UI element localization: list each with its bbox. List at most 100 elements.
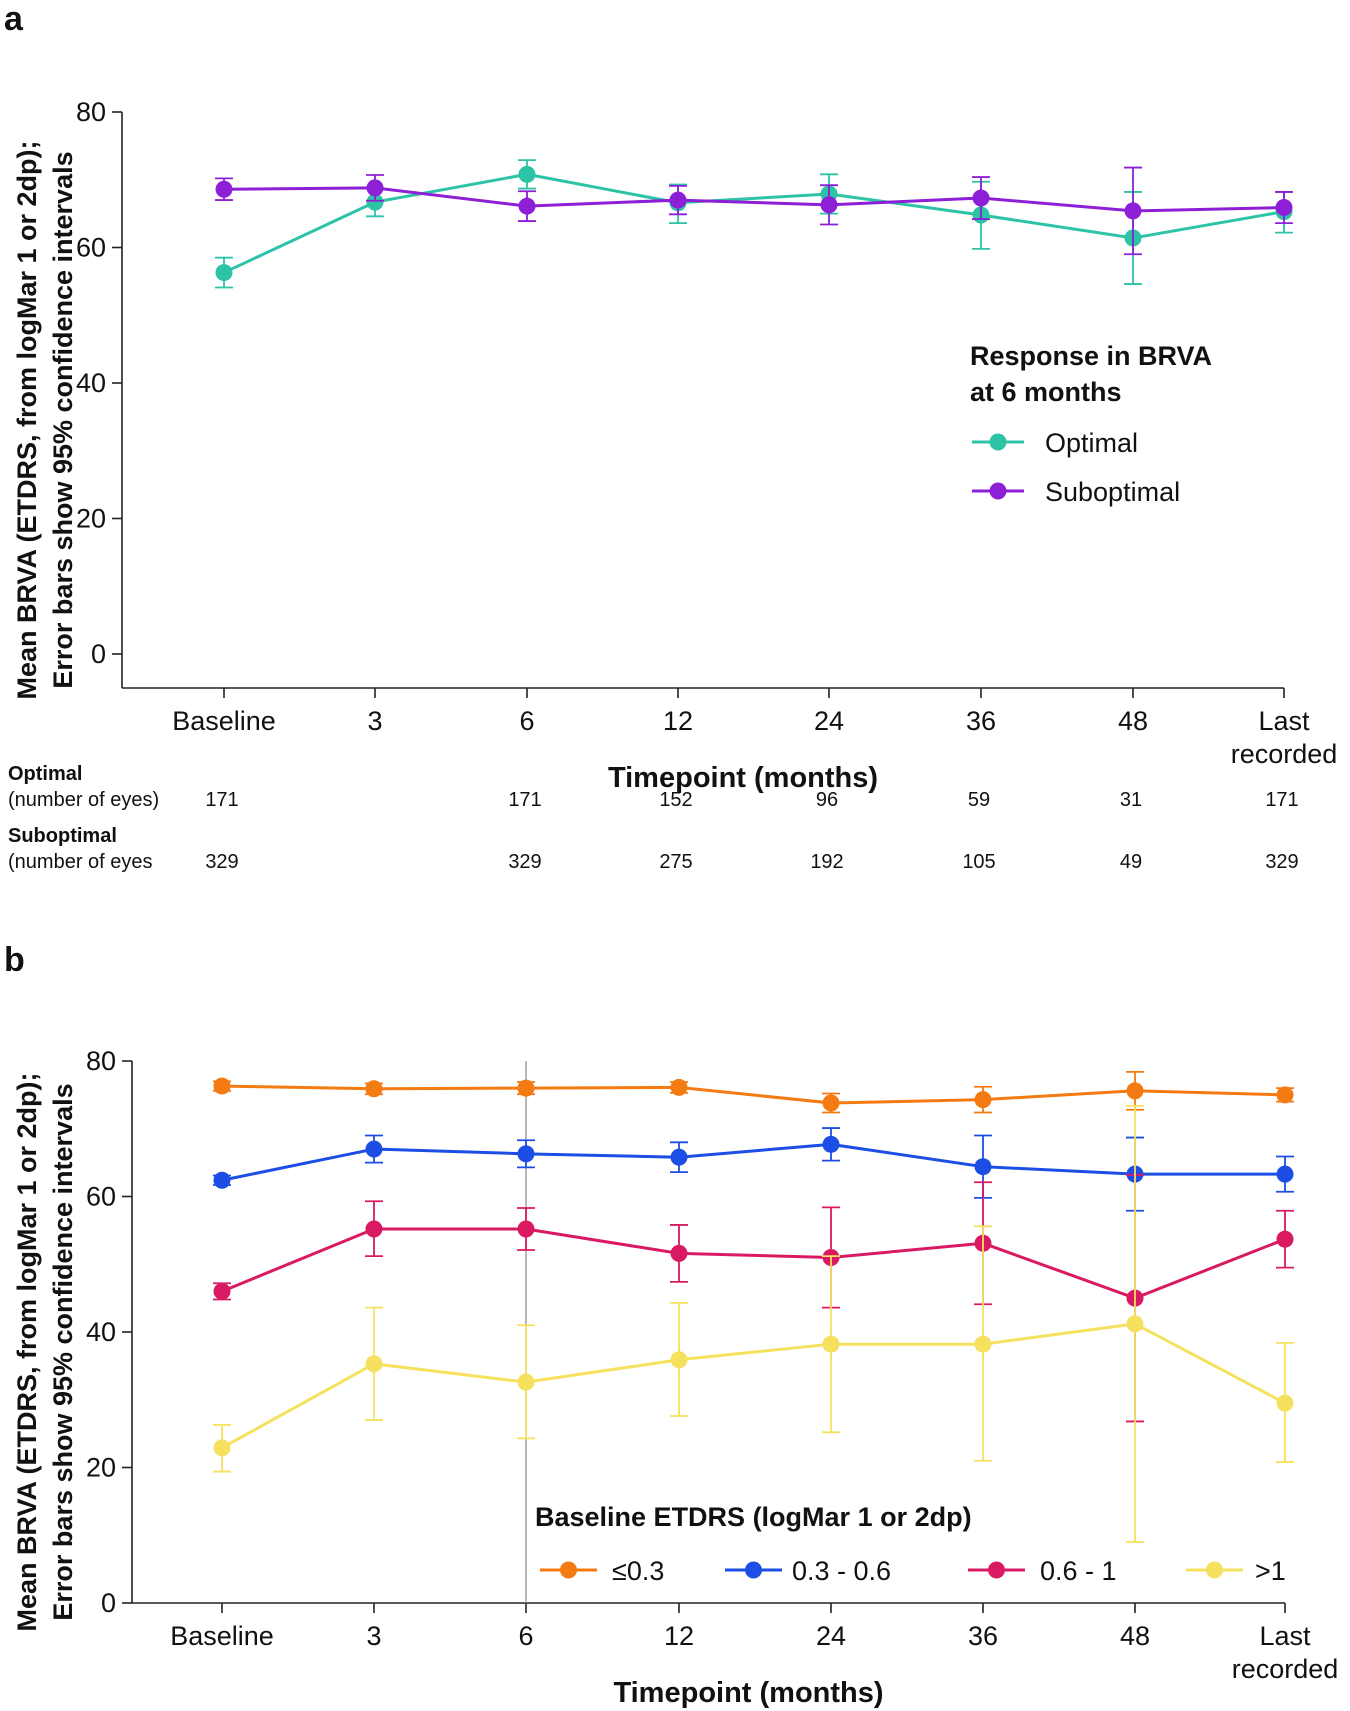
series-line [221,1084,1286,1105]
data-point [215,264,233,282]
table-row-sub: (number of eyes [8,851,153,873]
table-cell: 31 [1120,789,1142,811]
legend-swatch-marker [745,1561,762,1579]
number-of-eyes-table: Optimal (number of eyes) 171 171 152 96 59 31 17… [8,763,1299,873]
data-point [518,197,536,215]
series-0 [215,159,1293,289]
axes [112,111,1285,698]
x-tick-label: Last [1259,1621,1311,1651]
data-point [669,191,687,209]
data-point [213,1439,231,1457]
data-point [1275,199,1293,217]
legend-swatch-marker [988,1561,1005,1579]
data-point [1276,1394,1294,1412]
data-point [670,1244,688,1262]
legend: Baseline ETDRS (logMar 1 or 2dp) ≤0.3 0.3 … [535,1502,1286,1586]
y-tick-label: 0 [91,639,106,669]
table-cell: 59 [968,789,990,811]
y-tick-label: 20 [86,1453,116,1483]
x-tick-label: 3 [367,706,382,736]
legend-swatch-marker [989,482,1007,500]
y-tick-label: 80 [76,97,106,127]
legend-swatch-marker [560,1561,577,1579]
data-point [366,179,384,197]
legend-label: >1 [1255,1556,1286,1586]
y-tick-label: 40 [86,1317,116,1347]
data-point [366,193,384,211]
y-tick-label: 60 [86,1182,116,1212]
data-point [215,180,233,198]
series-line [221,1227,1286,1300]
data-point [517,1220,535,1238]
data-point [1126,1315,1144,1333]
data-point [974,1091,992,1109]
table-cell: 171 [508,789,541,811]
data-point [518,165,536,183]
table-row-head: Suboptimal [8,825,117,847]
x-tick-label: 36 [966,706,996,736]
data-point [213,1282,231,1300]
data-point [1126,1082,1144,1100]
table-cell: 329 [1265,851,1298,873]
x-tick-label: recorded [1232,1654,1339,1684]
x-tick-label: recorded [1231,739,1338,769]
x-tick-label: 12 [664,1621,694,1651]
data-point [213,1171,231,1189]
legend-swatch-marker [1206,1561,1223,1579]
legend-title-line2: at 6 months [970,377,1122,407]
x-tick-label: 36 [968,1621,998,1651]
data-point [365,1140,383,1158]
series-3 [213,1104,1294,1543]
data-point [822,1094,840,1112]
data-point [365,1355,383,1373]
x-axis-label: Timepoint (months) [613,1677,883,1709]
y-axis-label-line1: Mean BRVA (ETDRS, from logMar 1 or 2dp); [12,1072,42,1631]
data-point [974,1335,992,1353]
x-tick-label: 3 [366,1621,381,1651]
data-point [213,1077,231,1095]
legend-title-line1: Response in BRVA [970,341,1212,371]
legend-title: Baseline ETDRS (logMar 1 or 2dp) [535,1502,972,1532]
y-tick-label: 20 [76,504,106,534]
x-tick-label: Last [1258,706,1310,736]
data-point [517,1079,535,1097]
table-row-head: Optimal [8,763,82,785]
legend: Response in BRVA at 6 months Optimal Subopt… [970,341,1212,507]
x-tick-label: 24 [814,706,844,736]
x-tick-label: Baseline [170,1621,274,1651]
y-axis-label-line1: Mean BRVA (ETDRS, from logMar 1 or 2dp); [12,140,42,699]
legend-swatch-marker [989,433,1007,451]
table-cell: 275 [659,851,692,873]
data-point [365,1080,383,1098]
data-point [1276,1165,1294,1183]
data-point [365,1220,383,1238]
series-line [223,172,1285,274]
table-cell: 171 [205,789,238,811]
x-tick-label: 12 [663,706,693,736]
data-point [670,1148,688,1166]
table-cell: 49 [1120,851,1142,873]
data-point [1276,1086,1294,1104]
panel-letter: a [4,0,24,38]
x-tick-label: 48 [1118,706,1148,736]
table-cell: 152 [659,789,692,811]
axes [122,1060,1286,1613]
series-2 [213,1173,1294,1423]
y-axis-label-line2: Error bars show 95% confidence intervals [48,1083,78,1620]
data-point [974,1158,992,1176]
table-cell: 96 [816,789,838,811]
series-line [221,1322,1286,1450]
data-point [822,1335,840,1353]
y-tick-label: 40 [76,368,106,398]
series-1 [215,166,1293,256]
x-tick-label: 48 [1120,1621,1150,1651]
data-point [1124,202,1142,220]
legend-label: Optimal [1045,428,1138,458]
table-row-sub: (number of eyes) [8,789,159,811]
data-point [670,1351,688,1369]
table-cell: 329 [508,851,541,873]
y-tick-label: 0 [101,1588,116,1618]
y-axis-label-line2: Error bars show 95% confidence intervals [48,151,78,688]
panel-letter: b [4,941,25,979]
